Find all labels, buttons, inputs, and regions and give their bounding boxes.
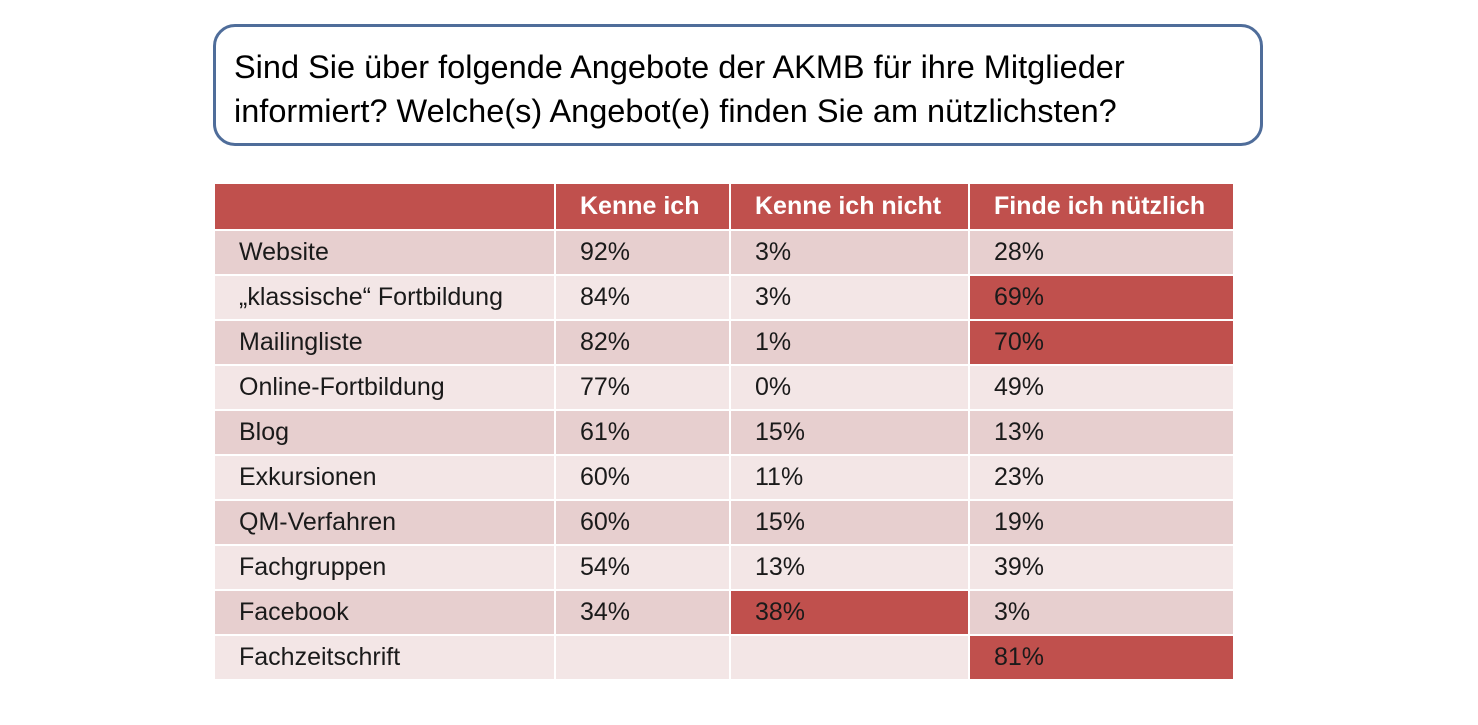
cell-kenne-ich: 77% — [554, 364, 731, 411]
cell-kenne-ich-nicht: 15% — [729, 499, 970, 546]
cell-kenne-ich-nicht — [729, 634, 970, 681]
cell-kenne-ich: 34% — [554, 589, 731, 636]
header-cell-empty — [213, 182, 556, 231]
cell-kenne-ich-nicht: 3% — [729, 229, 970, 276]
cell-kenne-ich-nicht: 3% — [729, 274, 970, 321]
cell-kenne-ich-nicht: 1% — [729, 319, 970, 366]
cell-kenne-ich-nicht: 11% — [729, 454, 970, 501]
table-row: QM-Verfahren 60% 15% 19% — [213, 499, 1235, 546]
cell-finde-ich-nuetzlich: 19% — [968, 499, 1235, 546]
cell-kenne-ich: 60% — [554, 499, 731, 546]
cell-finde-ich-nuetzlich: 3% — [968, 589, 1235, 636]
table-row: „klassische“ Fortbildung 84% 3% 69% — [213, 274, 1235, 321]
cell-finde-ich-nuetzlich: 69% — [968, 274, 1235, 321]
header-cell-finde-ich-nuetzlich: Finde ich nützlich — [968, 182, 1235, 231]
cell-finde-ich-nuetzlich: 70% — [968, 319, 1235, 366]
cell-kenne-ich-nicht: 0% — [729, 364, 970, 411]
cell-finde-ich-nuetzlich: 39% — [968, 544, 1235, 591]
table-row: Online-Fortbildung 77% 0% 49% — [213, 364, 1235, 411]
cell-kenne-ich-nicht: 15% — [729, 409, 970, 456]
row-label: Online-Fortbildung — [213, 364, 556, 411]
cell-finde-ich-nuetzlich: 13% — [968, 409, 1235, 456]
table-row: Facebook 34% 38% 3% — [213, 589, 1235, 636]
row-label: Fachgruppen — [213, 544, 556, 591]
cell-finde-ich-nuetzlich: 23% — [968, 454, 1235, 501]
row-label: QM-Verfahren — [213, 499, 556, 546]
row-label: Fachzeitschrift — [213, 634, 556, 681]
row-label: Mailingliste — [213, 319, 556, 366]
cell-finde-ich-nuetzlich: 28% — [968, 229, 1235, 276]
cell-kenne-ich: 92% — [554, 229, 731, 276]
question-line-1: Sind Sie über folgende Angebote der AKMB… — [234, 49, 1125, 85]
header-cell-kenne-ich-nicht: Kenne ich nicht — [729, 182, 970, 231]
cell-kenne-ich — [554, 634, 731, 681]
table-row: Mailingliste 82% 1% 70% — [213, 319, 1235, 366]
cell-finde-ich-nuetzlich: 81% — [968, 634, 1235, 681]
row-label: Blog — [213, 409, 556, 456]
table-row: Fachgruppen 54% 13% 39% — [213, 544, 1235, 591]
cell-kenne-ich: 61% — [554, 409, 731, 456]
question-line-2: informiert? Welche(s) Angebot(e) finden … — [234, 93, 1117, 129]
cell-kenne-ich: 60% — [554, 454, 731, 501]
table-row: Exkursionen 60% 11% 23% — [213, 454, 1235, 501]
cell-kenne-ich-nicht: 13% — [729, 544, 970, 591]
cell-kenne-ich-nicht: 38% — [729, 589, 970, 636]
row-label: Website — [213, 229, 556, 276]
table-row: Website 92% 3% 28% — [213, 229, 1235, 276]
header-cell-kenne-ich: Kenne ich — [554, 182, 731, 231]
question-box: Sind Sie über folgende Angebote der AKMB… — [213, 24, 1263, 146]
survey-table: Kenne ich Kenne ich nicht Finde ich nütz… — [213, 182, 1235, 681]
cell-kenne-ich: 84% — [554, 274, 731, 321]
table-row: Fachzeitschrift 81% — [213, 634, 1235, 681]
cell-finde-ich-nuetzlich: 49% — [968, 364, 1235, 411]
row-label: Facebook — [213, 589, 556, 636]
table-row: Blog 61% 15% 13% — [213, 409, 1235, 456]
cell-kenne-ich: 54% — [554, 544, 731, 591]
row-label: Exkursionen — [213, 454, 556, 501]
row-label: „klassische“ Fortbildung — [213, 274, 556, 321]
cell-kenne-ich: 82% — [554, 319, 731, 366]
table-body: Website 92% 3% 28% „klassische“ Fortbild… — [213, 229, 1235, 681]
header-row: Kenne ich Kenne ich nicht Finde ich nütz… — [213, 182, 1235, 231]
